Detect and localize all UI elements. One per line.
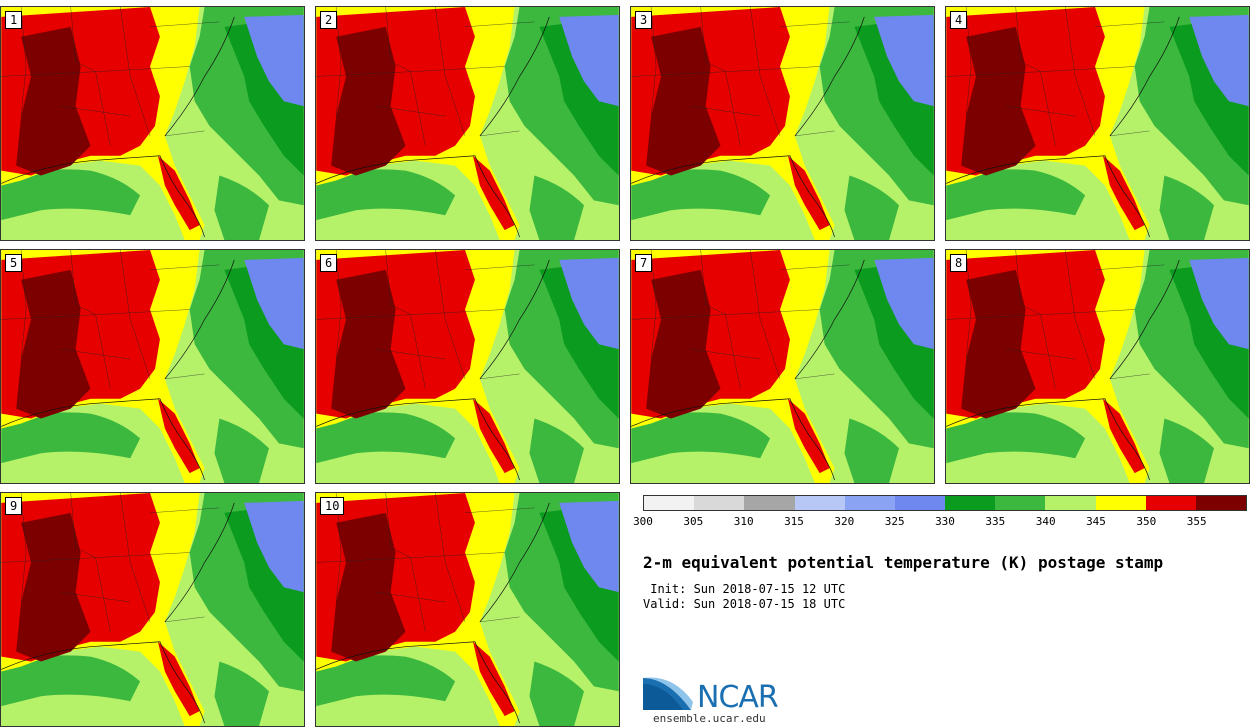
colorbar-tick-label: 310	[733, 515, 754, 528]
member-label: 8	[950, 254, 968, 272]
member-panel-5: 5	[0, 249, 305, 484]
member-panel-2: 2	[315, 6, 620, 241]
member-panel-3: 3	[630, 6, 935, 241]
ensemble-map	[631, 7, 934, 240]
colorbar-tick-label: 330	[935, 515, 955, 528]
member-panel-9: 9	[0, 492, 305, 727]
colorbar-tick-label: 300	[633, 515, 653, 528]
ncar-logo: NCAR ensemble.ucar.edu	[643, 670, 803, 728]
member-label: 9	[5, 497, 23, 515]
colorbar-tick-label: 325	[884, 515, 905, 528]
member-panel-1: 1	[0, 6, 305, 241]
colorbar-tick-label: 315	[784, 515, 804, 528]
colorbar-tick-label: 340	[1035, 515, 1056, 528]
init-time: Init: Sun 2018-07-15 12 UTC	[643, 582, 846, 596]
colorbar-segment	[1145, 496, 1196, 510]
member-label: 1	[5, 11, 23, 29]
colorbar-segment	[1045, 496, 1096, 510]
member-panel-8: 8	[945, 249, 1250, 484]
colorbar-tick-label: 345	[1086, 515, 1106, 528]
colorbar-tick-label: 355	[1186, 515, 1207, 528]
ncar-logo-icon	[643, 677, 693, 710]
colorbar	[643, 495, 1247, 511]
member-panel-4: 4	[945, 6, 1250, 241]
colorbar-tick-label: 350	[1136, 515, 1157, 528]
colorbar-tick-label: 320	[834, 515, 855, 528]
colorbar-segment	[1095, 496, 1146, 510]
colorbar-tick-label: 305	[683, 515, 704, 528]
colorbar-segment	[694, 496, 745, 510]
valid-time: Valid: Sun 2018-07-15 18 UTC	[643, 597, 846, 611]
member-label: 3	[635, 11, 653, 29]
ensemble-map	[631, 250, 934, 483]
colorbar-tick-labels: 300 305 310 315 320 325 330 335 340 345 350 355	[633, 515, 1247, 529]
ncar-logo-text: NCAR	[697, 680, 779, 715]
member-label: 6	[320, 254, 338, 272]
ensemble-map	[1, 250, 304, 483]
colorbar-segment	[945, 496, 996, 510]
ensemble-map	[316, 250, 619, 483]
member-label: 10	[320, 497, 345, 515]
colorbar-segment	[644, 496, 695, 510]
member-label: 2	[320, 11, 338, 29]
member-panel-7: 7	[630, 249, 935, 484]
ensemble-map	[1, 493, 304, 726]
colorbar-tick-label: 335	[985, 515, 1006, 528]
ensemble-map	[316, 493, 619, 726]
ensemble-map	[316, 7, 619, 240]
member-label: 5	[5, 254, 23, 272]
colorbar-segment	[894, 496, 946, 510]
ensemble-url: ensemble.ucar.edu	[653, 712, 766, 725]
member-panel-10: 10	[315, 492, 620, 727]
colorbar-segment	[744, 496, 795, 510]
ensemble-map	[1, 7, 304, 240]
ensemble-map	[946, 250, 1249, 483]
colorbar-segment	[794, 496, 845, 510]
ensemble-map	[946, 7, 1249, 240]
member-panel-6: 6	[315, 249, 620, 484]
member-label: 7	[635, 254, 653, 272]
colorbar-segment	[995, 496, 1046, 510]
member-label: 4	[950, 11, 968, 29]
colorbar-segment	[1195, 496, 1247, 510]
colorbar-segment	[844, 496, 895, 510]
plot-title: 2-m equivalent potential temperature (K)…	[643, 553, 1164, 572]
